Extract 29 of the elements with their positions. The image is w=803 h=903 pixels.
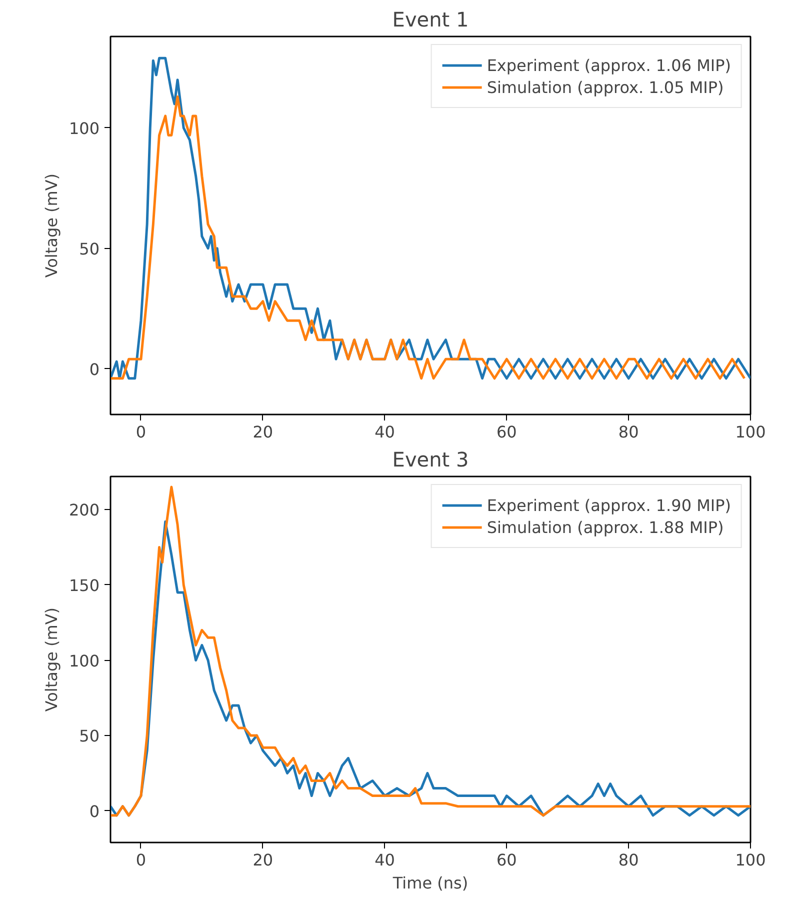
chart-title: Event 1 (392, 8, 469, 32)
y-tick-label: 50 (79, 726, 100, 746)
x-tick-label: 60 (496, 422, 517, 442)
legend-label: Experiment (approx. 1.06 MIP) (486, 56, 731, 74)
y-tick-label: 0 (89, 360, 100, 379)
y-tick-label: 50 (79, 239, 100, 258)
legend-label: Simulation (approx. 1.05 MIP) (486, 78, 724, 96)
x-tick-label: 0 (136, 850, 146, 870)
x-tick-label: 0 (136, 422, 146, 442)
x-tick-label: 20 (252, 850, 274, 870)
legend-label: Experiment (approx. 1.90 MIP) (486, 496, 731, 514)
y-tick-label: 150 (68, 576, 100, 595)
x-tick-label: 80 (618, 850, 639, 870)
x-tick-label: 100 (735, 422, 766, 442)
y-axis-title: Voltage (mV) (42, 173, 61, 278)
x-axis-title: Time (ns) (392, 874, 468, 892)
chart-title: Event 3 (392, 448, 469, 472)
y-axis-title: Voltage (mV) (42, 607, 61, 712)
x-tick-label: 40 (374, 850, 395, 870)
y-tick-label: 200 (68, 500, 100, 520)
y-tick-label: 0 (89, 802, 100, 821)
legend-label: Simulation (approx. 1.88 MIP) (486, 518, 724, 536)
y-tick-label: 100 (68, 118, 100, 138)
x-tick-label: 60 (496, 850, 517, 870)
x-tick-label: 100 (735, 850, 766, 870)
x-tick-label: 20 (252, 422, 274, 442)
x-tick-label: 80 (618, 422, 639, 442)
y-tick-label: 100 (68, 651, 100, 670)
x-tick-label: 40 (374, 422, 395, 442)
